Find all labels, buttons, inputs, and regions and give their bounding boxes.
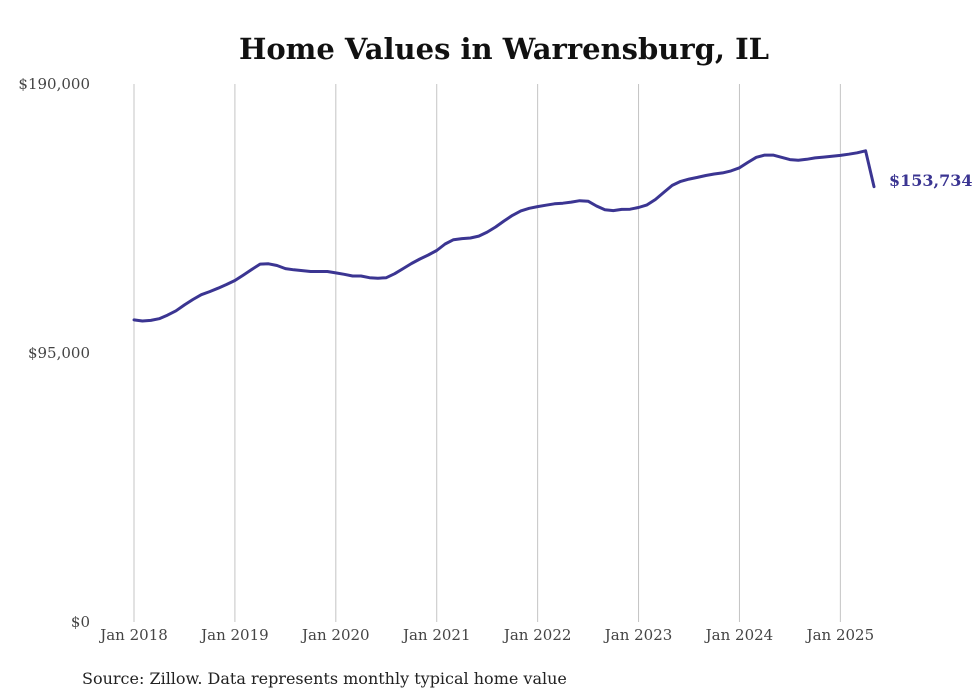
x-tick-label: Jan 2021: [401, 626, 471, 644]
x-tick-label: Jan 2020: [300, 626, 370, 644]
y-tick-label: $95,000: [28, 344, 90, 362]
y-tick-label: $190,000: [18, 75, 90, 93]
x-tick-label: Jan 2024: [704, 626, 774, 644]
chart-title: Home Values in Warrensburg, IL: [239, 32, 769, 66]
x-tick-label: Jan 2019: [199, 626, 269, 644]
x-tick-label: Jan 2023: [603, 626, 673, 644]
series-line: [132, 149, 876, 323]
x-tick-label: Jan 2025: [805, 626, 875, 644]
x-tick-label: Jan 2018: [98, 626, 168, 644]
y-tick-label: $0: [71, 613, 90, 631]
end-value-label: $153,734: [889, 171, 973, 190]
source-note: Source: Zillow. Data represents monthly …: [82, 669, 567, 688]
x-tick-label: Jan 2022: [502, 626, 572, 644]
